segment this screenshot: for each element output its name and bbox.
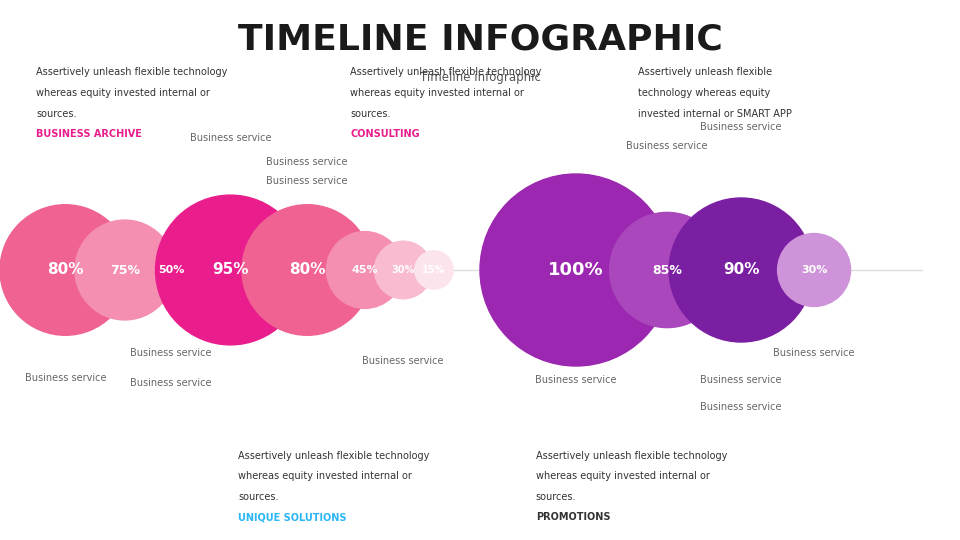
Text: Assertively unleash flexible: Assertively unleash flexible: [638, 68, 773, 78]
Circle shape: [374, 241, 432, 299]
Text: 30%: 30%: [392, 265, 415, 275]
Text: Business service: Business service: [701, 402, 781, 413]
Text: TIMELINE INFOGRAPHIC: TIMELINE INFOGRAPHIC: [238, 23, 722, 57]
Circle shape: [75, 220, 175, 320]
Circle shape: [242, 205, 372, 335]
Text: Business service: Business service: [267, 176, 348, 186]
Circle shape: [610, 212, 725, 328]
Text: Business service: Business service: [190, 133, 271, 143]
Text: whereas equity invested internal or: whereas equity invested internal or: [350, 88, 524, 98]
Text: sources.: sources.: [238, 492, 278, 502]
Text: Business service: Business service: [536, 375, 616, 386]
Text: Assertively unleash flexible technology: Assertively unleash flexible technology: [36, 68, 228, 78]
Text: Business service: Business service: [131, 378, 211, 388]
Text: whereas equity invested internal or: whereas equity invested internal or: [536, 471, 709, 482]
Text: 85%: 85%: [652, 264, 683, 276]
Text: invested internal or SMART APP: invested internal or SMART APP: [638, 109, 792, 119]
Text: 50%: 50%: [157, 265, 184, 275]
Circle shape: [669, 198, 813, 342]
Text: 30%: 30%: [801, 265, 828, 275]
Text: CONSULTING: CONSULTING: [350, 129, 420, 139]
Text: Assertively unleash flexible technology: Assertively unleash flexible technology: [536, 451, 727, 461]
Text: 80%: 80%: [47, 262, 84, 278]
Circle shape: [480, 174, 672, 366]
Text: UNIQUE SOLUTIONS: UNIQUE SOLUTIONS: [238, 512, 347, 523]
Text: Business service: Business service: [701, 122, 781, 132]
Text: 80%: 80%: [289, 262, 325, 278]
Circle shape: [415, 251, 453, 289]
Text: whereas equity invested internal or: whereas equity invested internal or: [238, 471, 412, 482]
Text: Assertively unleash flexible technology: Assertively unleash flexible technology: [350, 68, 541, 78]
Text: BUSINESS ARCHIVE: BUSINESS ARCHIVE: [36, 129, 142, 139]
Circle shape: [136, 235, 205, 305]
Circle shape: [326, 232, 403, 308]
Text: 100%: 100%: [548, 261, 604, 279]
Text: 45%: 45%: [351, 265, 378, 275]
Text: sources.: sources.: [536, 492, 576, 502]
Text: technology whereas equity: technology whereas equity: [638, 88, 771, 98]
Text: 95%: 95%: [212, 262, 249, 278]
Text: 15%: 15%: [422, 265, 445, 275]
Text: Business service: Business service: [627, 141, 708, 151]
Text: Timeline infographic: Timeline infographic: [420, 71, 540, 84]
Text: Business service: Business service: [701, 375, 781, 386]
Circle shape: [156, 195, 305, 345]
Text: sources.: sources.: [350, 109, 391, 119]
Circle shape: [0, 205, 131, 335]
Text: sources.: sources.: [36, 109, 77, 119]
Text: Assertively unleash flexible technology: Assertively unleash flexible technology: [238, 451, 429, 461]
Text: 90%: 90%: [723, 262, 759, 278]
Text: 75%: 75%: [109, 264, 140, 276]
Text: PROMOTIONS: PROMOTIONS: [536, 512, 611, 523]
Text: whereas equity invested internal or: whereas equity invested internal or: [36, 88, 210, 98]
Text: Business service: Business service: [267, 157, 348, 167]
Text: Business service: Business service: [25, 373, 106, 383]
Circle shape: [778, 233, 851, 307]
Text: Business service: Business service: [131, 348, 211, 359]
Text: Business service: Business service: [363, 356, 444, 367]
Text: Business service: Business service: [774, 348, 854, 359]
